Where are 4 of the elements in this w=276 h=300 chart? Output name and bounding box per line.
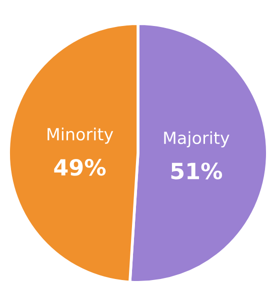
slice-label: Minority <box>48 128 114 144</box>
data-label: 51% <box>171 162 222 180</box>
slice-label: Majority <box>164 131 230 148</box>
data-label: 49% <box>54 158 106 176</box>
